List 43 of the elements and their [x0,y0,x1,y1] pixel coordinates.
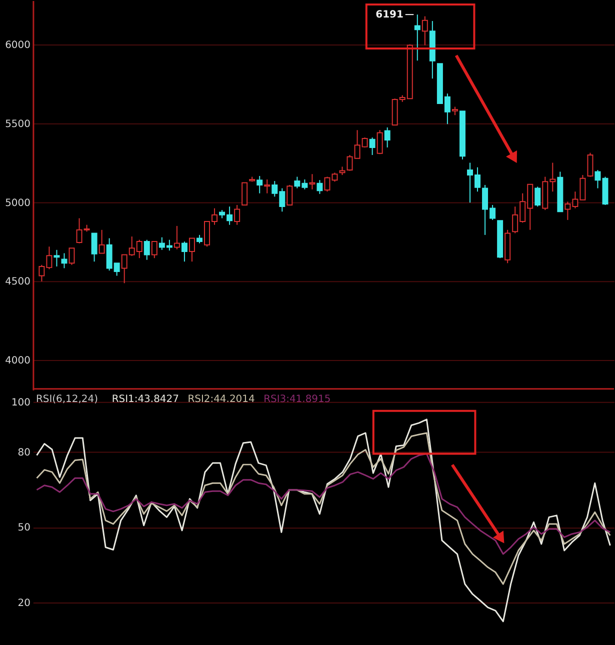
candlestick [414,14,420,62]
candlestick [144,239,150,260]
y-tick-label: 5000 [5,198,30,209]
candlestick [422,16,428,46]
chart-title: RSI(6,12,24) [36,394,98,405]
candlestick [61,252,68,269]
candlestick [68,248,75,266]
text: RSI2:44.2014 [188,394,255,405]
candlestick [587,152,594,178]
candlestick [98,229,105,254]
candlestick [376,130,383,155]
y-tick-label: 6000 [5,40,30,52]
candlestick [256,175,263,194]
candlestick [286,184,293,206]
y-tick-label: 4000 [5,355,30,366]
line-series [36,453,611,555]
line-series [36,418,611,622]
candlestick [369,137,376,156]
candlestick [309,174,316,190]
candlestick [181,241,188,262]
y-tick-label: 100 [11,397,30,408]
y-tick-label: 20 [18,598,30,609]
text: RSI1:43.8427 [112,394,179,405]
candlestick [534,186,541,208]
candlestick [264,178,270,194]
candlestick [188,238,195,262]
candlestick [151,241,158,259]
candlestick [91,232,98,262]
annotation: 6191 [376,10,404,21]
candlestick [54,249,60,267]
candlestick [174,225,180,250]
y-tick-label: 5500 [5,118,30,130]
candlestick [384,126,390,148]
line-series [36,432,611,585]
y-tick-label: 50 [18,522,30,534]
candlestick [234,204,240,226]
text: RSI3:41.8915 [264,394,331,405]
candlestick [242,182,248,206]
candlestick [324,176,330,192]
y-tick-label: 80 [18,448,30,459]
candlestick [594,169,601,189]
candlestick [316,180,323,194]
y-tick-label: 4500 [5,276,30,288]
